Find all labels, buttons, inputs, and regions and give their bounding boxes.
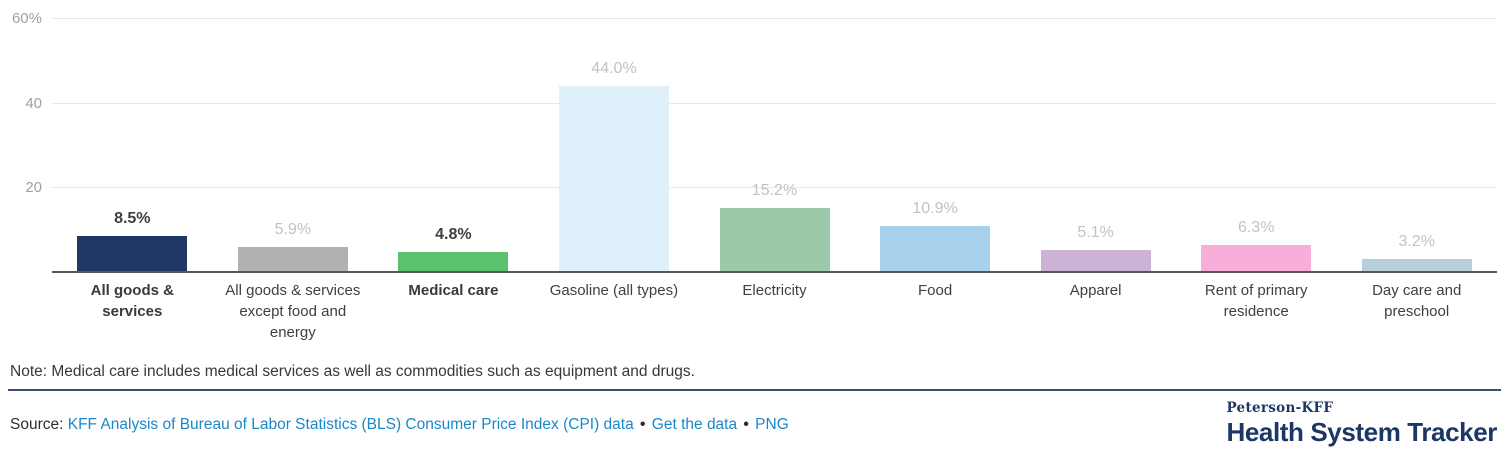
divider-line: [8, 389, 1501, 391]
x-axis-category-label: Food: [917, 282, 953, 299]
brand-name: Peterson-KFF: [1226, 400, 1334, 416]
brand-title: Health System Tracker: [1226, 417, 1497, 447]
bar-value-label: 3.2%: [1398, 232, 1435, 250]
x-axis-line: [52, 271, 1497, 273]
get-the-data-link[interactable]: Get the data: [651, 416, 738, 433]
bar-2[interactable]: [237, 247, 348, 272]
x-axis-category-label: Day care and preschool: [1372, 282, 1462, 320]
x-axis-category-label: All goods & services except food and ene…: [225, 282, 361, 341]
bar-8[interactable]: [1201, 245, 1312, 272]
bar-value-label: 4.8%: [435, 225, 472, 243]
x-axis-category-label: Apparel: [1069, 282, 1122, 299]
bar-5[interactable]: [719, 207, 830, 272]
bar-value-label: 8.5%: [114, 210, 151, 227]
y-axis-tick-label: 20: [25, 179, 42, 196]
source-label: Source:: [10, 416, 64, 433]
bar-4[interactable]: [558, 85, 669, 272]
bar-value-label: 15.2%: [751, 181, 798, 199]
chart-note: Note: Medical care includes medical serv…: [10, 363, 695, 380]
bar-value-label: 5.1%: [1077, 224, 1114, 242]
gridline-60: [52, 18, 1497, 19]
bar-3[interactable]: [398, 251, 509, 272]
x-axis-category-label: Rent of primary residence: [1204, 282, 1308, 320]
bar-value-label: 5.9%: [274, 221, 312, 238]
y-axis-tick-label: 40: [25, 95, 42, 112]
source-row: Source: KFF Analysis of Bureau of Labor …: [10, 416, 789, 434]
bar-1[interactable]: [77, 236, 188, 272]
bar-7[interactable]: [1040, 250, 1151, 272]
png-link[interactable]: PNG: [755, 416, 789, 433]
bar-value-label: 10.9%: [912, 199, 958, 217]
y-axis-tick-label: 60%: [11, 10, 42, 27]
x-axis-category-label: Gasoline (all types): [549, 282, 679, 299]
separator-bullet: •: [640, 416, 646, 433]
bar-6[interactable]: [880, 225, 991, 272]
x-axis-category-label: Medical care: [408, 282, 499, 299]
bar-9[interactable]: [1361, 258, 1472, 272]
x-axis-category-label: All goods & services: [90, 282, 174, 320]
brand-logo: Peterson-KFF Health System Tracker: [1226, 400, 1497, 448]
bar-chart: 60% 40 20 8.5% All goods & services 5.9% All g…: [11, 10, 1497, 341]
bar-value-label: 6.3%: [1237, 219, 1275, 237]
bar-value-label: 44.0%: [591, 59, 637, 77]
source-link-kff-analysis[interactable]: KFF Analysis of Bureau of Labor Statisti…: [67, 416, 634, 433]
x-axis-category-label: Electricity: [742, 282, 807, 299]
gridline-20: [52, 187, 1497, 188]
separator-bullet: •: [743, 416, 749, 433]
gridline-40: [52, 103, 1497, 104]
